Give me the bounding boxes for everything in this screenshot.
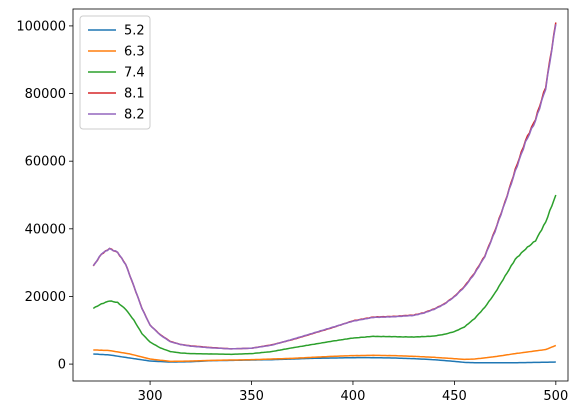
x-axis: 300 350 400 450 500	[138, 381, 568, 404]
y-axis: 0 20000 40000 60000 80000 100000	[16, 19, 73, 373]
y-tick-label: 40000	[25, 222, 66, 237]
series-line-6-3	[93, 344, 557, 363]
y-tick-label: 80000	[25, 87, 66, 102]
series-line-8-2	[92, 24, 557, 350]
legend: 5.2 6.3 7.4 8.1 8.2	[79, 15, 151, 130]
axes-frame	[72, 8, 569, 382]
series-line-7-4	[92, 194, 557, 356]
legend-label: 8.1	[124, 87, 145, 102]
x-tick-label: 400	[341, 389, 366, 404]
series-layer	[92, 22, 557, 364]
legend-label: 6.3	[124, 45, 145, 60]
y-tick-label: 0	[58, 358, 66, 373]
y-tick-label: 60000	[25, 155, 66, 170]
x-tick-label: 450	[442, 389, 467, 404]
y-tick-label: 100000	[16, 19, 66, 34]
legend-label: 5.2	[124, 24, 145, 39]
legend-label: 7.4	[124, 66, 145, 81]
x-tick-label: 350	[239, 389, 264, 404]
y-tick-label: 20000	[25, 290, 66, 305]
x-tick-label: 500	[543, 389, 568, 404]
legend-label: 8.2	[124, 108, 145, 123]
x-tick-label: 300	[138, 389, 163, 404]
